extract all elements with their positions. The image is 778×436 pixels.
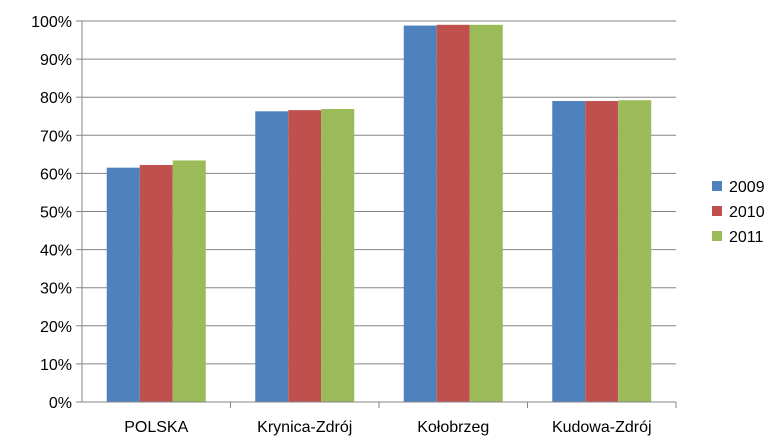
x-axis-category-labels: POLSKA Krynica-Zdrój Kołobrzeg Kudowa-Zdrój: [124, 419, 651, 436]
bar-2010-3: [436, 24, 470, 403]
bar-2011-2: [321, 109, 355, 403]
legend-label-2011: 2011: [729, 229, 764, 246]
bar-2009-3: [403, 25, 437, 403]
y-tick-label: 10%: [40, 357, 72, 374]
bar-2010-1: [139, 165, 173, 402]
bar-2010-4: [585, 101, 619, 402]
bar-2009-1: [106, 167, 140, 402]
x-category-label: Krynica-Zdrój: [257, 419, 352, 436]
y-tick-label: 0%: [49, 395, 72, 412]
y-tick-label: 20%: [40, 319, 72, 336]
y-tick-label: 90%: [40, 52, 72, 69]
bar-2009-2: [255, 111, 289, 402]
bars: [106, 24, 652, 403]
bar-2011-3: [469, 24, 503, 403]
legend-label-2010: 2010: [729, 204, 765, 221]
y-tick-label: 80%: [40, 90, 72, 107]
x-category-label: Kudowa-Zdrój: [552, 419, 652, 436]
bar-2010-2: [288, 110, 322, 403]
axes: [76, 20, 677, 408]
y-axis-tick-labels: 0% 10% 20% 30% 40% 50% 60% 70% 80% 90% 100%: [31, 14, 72, 412]
x-category-label: Kołobrzeg: [417, 419, 489, 436]
bar-2011-4: [618, 100, 652, 403]
legend: 2009 2010 2011: [712, 179, 765, 246]
y-tick-label: 60%: [40, 166, 72, 183]
y-tick-label: 70%: [40, 128, 72, 145]
y-tick-label: 50%: [40, 205, 72, 222]
x-category-label: POLSKA: [124, 419, 188, 436]
y-tick-label: 40%: [40, 243, 72, 260]
y-tick-label: 30%: [40, 281, 72, 298]
y-tick-label: 100%: [31, 14, 72, 31]
bar-2009-4: [552, 101, 586, 402]
legend-swatch-2011: [712, 231, 722, 241]
legend-label-2009: 2009: [729, 179, 765, 196]
bar-2011-1: [172, 160, 206, 402]
legend-swatch-2010: [712, 206, 722, 216]
legend-swatch-2009: [712, 181, 722, 191]
